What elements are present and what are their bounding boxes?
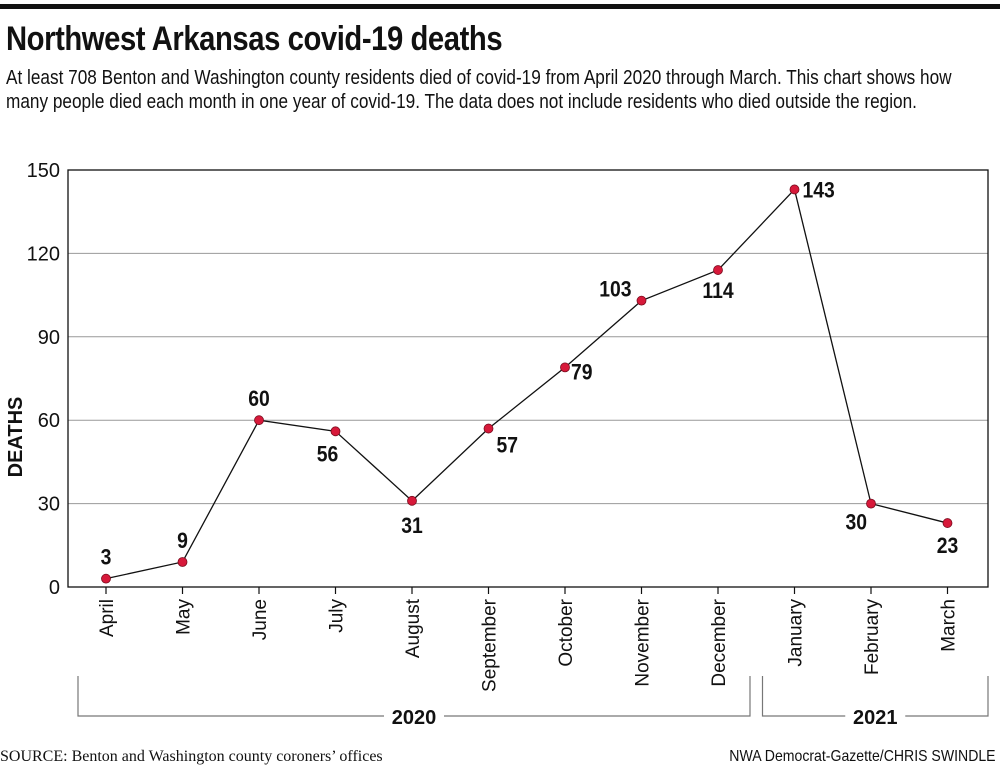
plot-frame [67,169,989,588]
series-line [105,188,948,580]
data-label: 9 [177,529,188,553]
year-label-bg [845,704,906,728]
chart-subtitle: At least 708 Benton and Washington count… [6,67,952,113]
year-brackets: 2020 2021 [77,676,989,729]
source-note: SOURCE: Benton and Washington county cor… [0,748,383,765]
data-label: 30 [845,510,867,534]
x-tick-label: July [327,599,348,633]
y-tick-label: 0 [49,577,60,599]
data-point [636,295,647,306]
y-tick-label: 120 [27,243,60,265]
data-label: 3 [101,546,112,570]
credit-note: NWA Democrat-Gazette/CHRIS SWINDLE [729,748,996,765]
data-labels: 3 9 60 56 31 57 79 103 114 143 30 23 [101,178,959,570]
data-point [330,426,341,437]
y-axis-label: DEATHS [5,397,27,478]
top-rule [0,4,1000,9]
data-point [560,362,570,373]
data-label: 79 [571,360,593,384]
data-point [942,518,953,528]
y-tick-label: 90 [38,327,60,349]
data-label: 56 [317,442,339,466]
x-tick-label: January [786,599,807,667]
x-tick-label: February [862,599,883,676]
x-tick-label: September [480,598,501,692]
data-label: 57 [497,433,519,457]
x-tick-labels: April May June July August September October No… [97,598,960,692]
x-tick-label: November [633,598,654,686]
data-label: 114 [702,279,734,303]
x-tick-label: August [403,598,424,658]
data-point [101,573,111,584]
data-point [254,415,264,426]
data-label: 60 [248,387,270,411]
data-label: 31 [401,514,423,538]
data-point [866,498,876,509]
data-point [177,557,188,567]
y-tick-label: 60 [38,410,60,432]
year-label: 2021 [853,707,898,729]
data-point [713,265,723,275]
x-tick-label: October [556,598,577,666]
year-label: 2020 [392,707,437,729]
y-tick-label: 150 [27,160,60,182]
axes: 0 30 60 90 120 150 [27,160,989,599]
data-point [789,184,800,195]
data-label: 103 [599,278,631,302]
year-label-bg [384,704,444,728]
x-tick-label: December [709,598,730,686]
x-tick-label: May [174,599,195,635]
chart-title: Northwest Arkansas covid-19 deaths [6,20,503,58]
data-point [483,423,494,434]
x-tick-label: April [97,599,118,637]
y-tick-label: 30 [38,494,60,516]
data-series [101,184,953,584]
x-tick-label: March [939,599,960,652]
data-label: 143 [803,178,835,202]
data-point [407,495,417,506]
x-tick-label: June [250,599,271,640]
gridlines [68,252,988,505]
data-label: 23 [937,534,959,558]
